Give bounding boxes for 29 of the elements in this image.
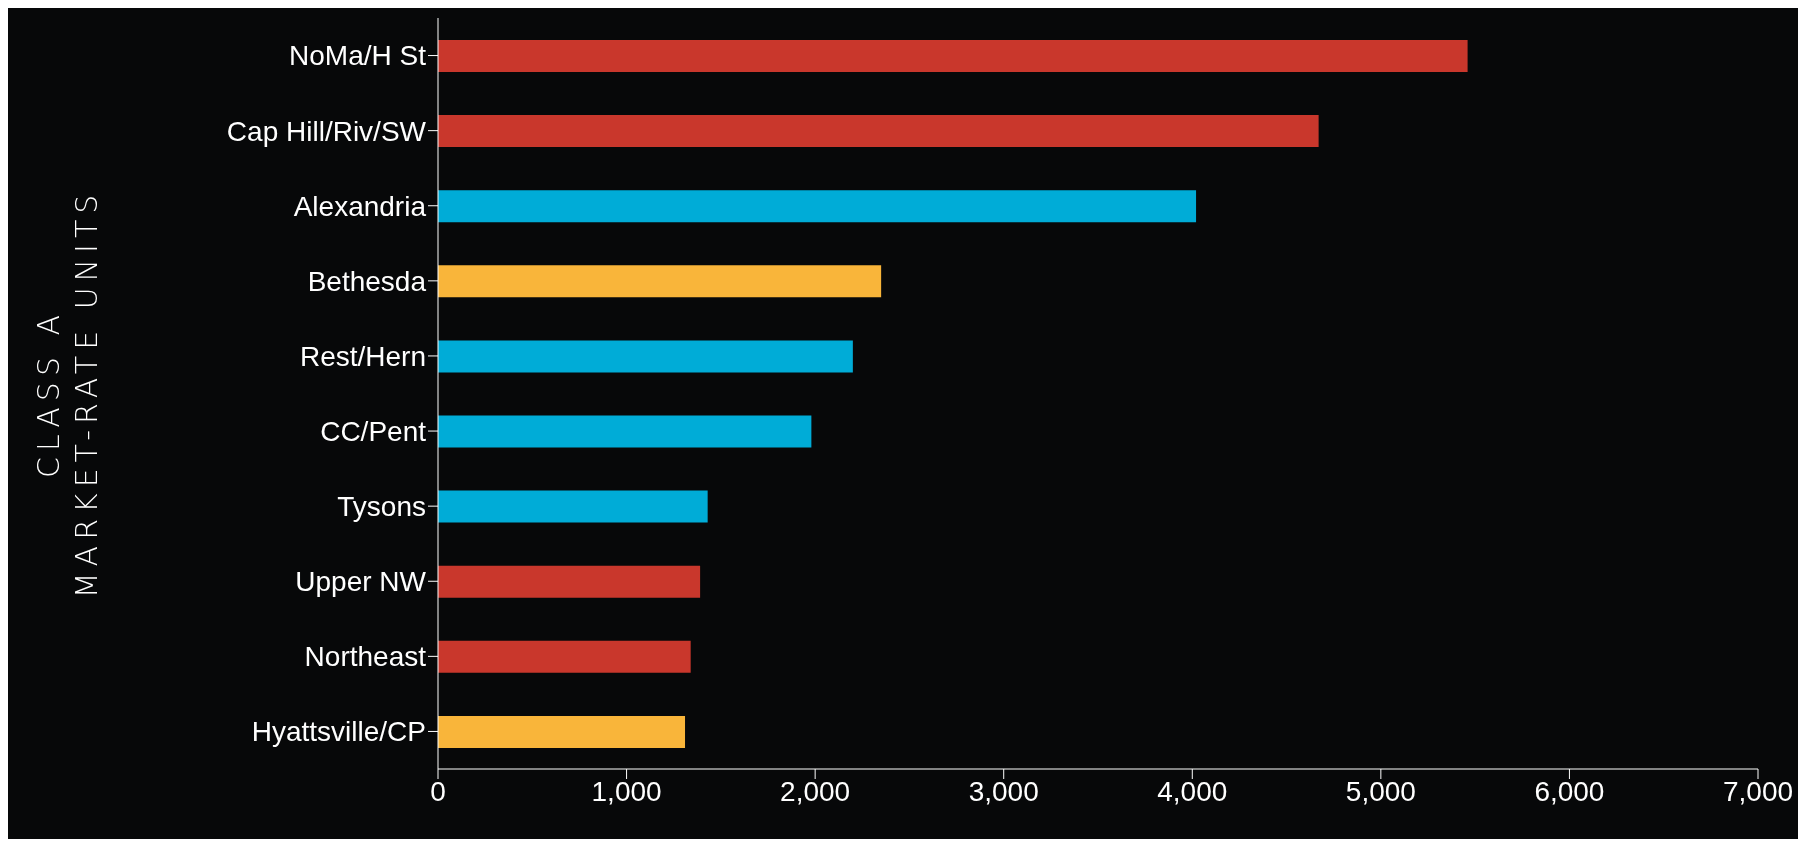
y-axis-title: CLASS A MARKET-RATE UNITS <box>31 188 104 599</box>
x-tick-label: 6,000 <box>1534 775 1605 807</box>
x-tick-label: 4,000 <box>1157 775 1228 807</box>
x-tick-label: 3,000 <box>968 775 1039 807</box>
y-tick-label: Alexandria <box>293 190 427 222</box>
y-tick-label: Tysons <box>337 491 426 523</box>
y-tick-label: NoMa/H St <box>289 40 427 72</box>
bar <box>438 190 1197 223</box>
y-tick-label: Cap Hill/Riv/SW <box>226 115 427 147</box>
y-tick-label: Northeast <box>304 641 427 673</box>
x-tick-label: 0 <box>430 775 446 807</box>
y-tick-label: Bethesda <box>307 265 427 297</box>
y-tick-label: CC/Pent <box>320 415 427 447</box>
bar <box>438 265 882 298</box>
x-tick-label: 1,000 <box>591 775 662 807</box>
bar <box>438 340 853 373</box>
y-tick-label: Hyattsville/CP <box>251 716 426 748</box>
x-tick-label: 5,000 <box>1345 775 1416 807</box>
bar <box>438 715 686 748</box>
bar <box>438 490 708 523</box>
y-tick-label: Upper NW <box>295 566 427 598</box>
bar <box>438 565 701 598</box>
y-tick-label: Rest/Hern <box>299 340 426 372</box>
x-tick-label: 2,000 <box>780 775 851 807</box>
bar <box>438 415 812 448</box>
bar <box>438 115 1319 148</box>
bar <box>438 640 691 673</box>
x-tick-label: 7,000 <box>1722 775 1794 807</box>
bar <box>438 40 1468 72</box>
